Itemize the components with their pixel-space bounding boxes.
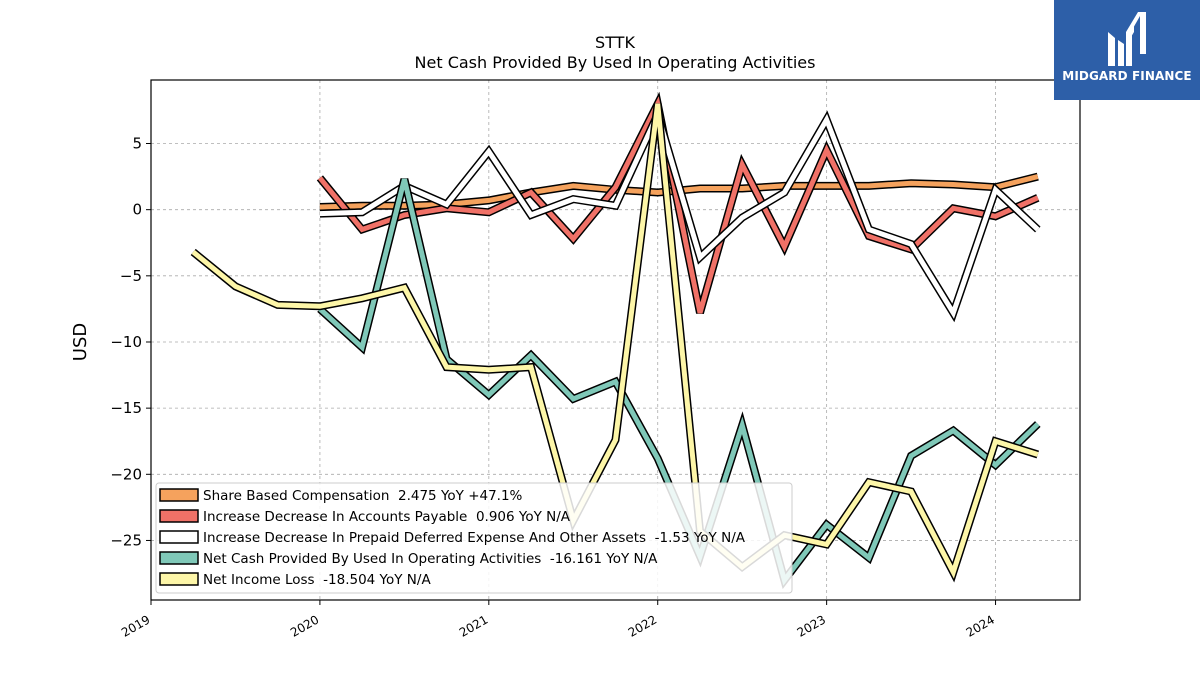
x-tick-label: 2024 — [964, 612, 997, 639]
legend-label: Increase Decrease In Prepaid Deferred Ex… — [203, 530, 746, 546]
x-tick-label: 2022 — [626, 612, 659, 639]
x-tick-label: 2023 — [795, 612, 828, 639]
y-tick-label: −5 — [120, 267, 142, 285]
series-line — [319, 107, 1040, 319]
x-tick-label: 2021 — [457, 612, 490, 639]
chart-title: STTK — [595, 33, 635, 52]
legend-swatch — [159, 572, 199, 586]
x-tick-label: 2020 — [288, 612, 321, 639]
legend-swatch — [159, 530, 199, 544]
series-line — [317, 96, 1039, 314]
series-2 — [319, 103, 1041, 323]
legend-swatch — [159, 551, 199, 565]
legend-label: Share Based Compensation 2.475 YoY +47.1… — [203, 488, 523, 504]
legend-box — [155, 482, 793, 594]
y-tick-label: −25 — [110, 531, 142, 549]
legend-swatch — [159, 509, 199, 523]
logo-text: MIDGARD FINANCE — [1062, 69, 1192, 83]
legend-swatch — [159, 488, 199, 502]
y-tick-label: −15 — [110, 399, 142, 417]
series-line — [191, 103, 1039, 579]
y-tick-label: −10 — [110, 333, 142, 351]
y-axis-label: USD — [70, 323, 91, 361]
plot-frame — [150, 79, 1081, 601]
y-tick-label: 0 — [132, 201, 142, 219]
series-1 — [316, 91, 1040, 314]
legend-label: Net Cash Provided By Used In Operating A… — [203, 551, 658, 567]
series-4 — [190, 103, 1039, 583]
y-tick-label: 5 — [132, 135, 142, 153]
y-tick-label: −20 — [110, 465, 142, 483]
x-tick-label: 2019 — [119, 612, 152, 639]
chart-subtitle: Net Cash Provided By Used In Operating A… — [415, 53, 816, 72]
midgard-finance-logo: MIDGARD FINANCE — [1054, 0, 1200, 100]
legend: Share Based Compensation 2.475 YoY +47.1… — [155, 482, 793, 594]
legend-label: Net Income Loss -18.504 YoY N/A — [203, 572, 431, 588]
midgard-logo-icon — [1108, 12, 1146, 66]
legend-label: Increase Decrease In Accounts Payable 0.… — [203, 509, 571, 525]
